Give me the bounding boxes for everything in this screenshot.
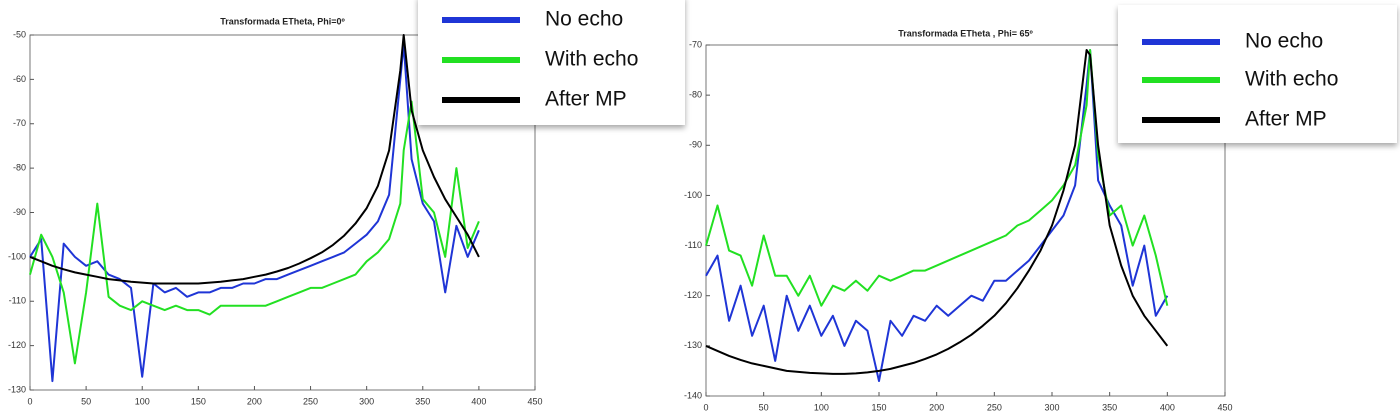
- y-tick-label: -130: [684, 340, 702, 350]
- y-tick-label: -50: [13, 29, 26, 39]
- x-tick-label: 300: [359, 396, 374, 406]
- y-tick-label: -70: [13, 118, 26, 128]
- x-tick-label: 150: [191, 396, 206, 406]
- y-tick-label: -140: [684, 390, 702, 400]
- legend-label: With echo: [545, 48, 638, 71]
- y-tick-label: -90: [689, 140, 702, 150]
- y-tick-label: -60: [13, 74, 26, 84]
- legend-label: After MP: [1245, 108, 1327, 131]
- x-tick-label: 0: [703, 402, 708, 412]
- x-tick-label: 150: [871, 402, 886, 412]
- series-line: [705, 49, 1169, 375]
- y-tick-label: -80: [13, 163, 26, 173]
- y-tick-label: -80: [689, 90, 702, 100]
- chart-title: Transformada ETheta , Phi= 65º: [898, 28, 1033, 38]
- x-tick-label: 450: [1217, 402, 1232, 412]
- y-tick-label: -110: [9, 296, 26, 306]
- y-tick-label: -100: [8, 251, 26, 261]
- y-tick-label: -120: [684, 290, 702, 300]
- legend: No echo With echo After MP: [1118, 5, 1397, 143]
- x-tick-label: 450: [527, 396, 542, 406]
- y-tick-label: -120: [8, 340, 26, 350]
- x-tick-label: 350: [1102, 402, 1117, 412]
- x-tick-label: 0: [27, 396, 32, 406]
- x-tick-label: 100: [814, 402, 829, 412]
- x-tick-label: 350: [415, 396, 430, 406]
- x-tick-label: 50: [81, 396, 91, 406]
- x-tick-label: 400: [1160, 402, 1175, 412]
- x-tick-label: 300: [1044, 402, 1059, 412]
- x-tick-label: 250: [303, 396, 318, 406]
- x-tick-label: 400: [471, 396, 486, 406]
- chart-title: Transformada ETheta, Phi=0º: [220, 16, 345, 26]
- x-tick-label: 100: [135, 396, 150, 406]
- legend: No echo With echo After MP: [418, 0, 685, 125]
- legend-label: No echo: [1245, 30, 1323, 53]
- y-tick-label: -100: [684, 190, 702, 200]
- series-line: [29, 34, 480, 285]
- legend-label: With echo: [1245, 68, 1338, 91]
- y-tick-label: -110: [685, 240, 702, 250]
- x-tick-label: 200: [929, 402, 944, 412]
- x-tick-label: 50: [759, 402, 769, 412]
- series-line: [29, 100, 480, 365]
- x-tick-label: 200: [247, 396, 262, 406]
- legend-label: After MP: [545, 88, 627, 111]
- x-tick-label: 250: [987, 402, 1002, 412]
- legend-label: No echo: [545, 8, 623, 31]
- y-tick-label: -130: [8, 384, 26, 394]
- y-tick-label: -70: [689, 39, 702, 49]
- y-tick-label: -90: [13, 207, 26, 217]
- series-line: [29, 42, 480, 383]
